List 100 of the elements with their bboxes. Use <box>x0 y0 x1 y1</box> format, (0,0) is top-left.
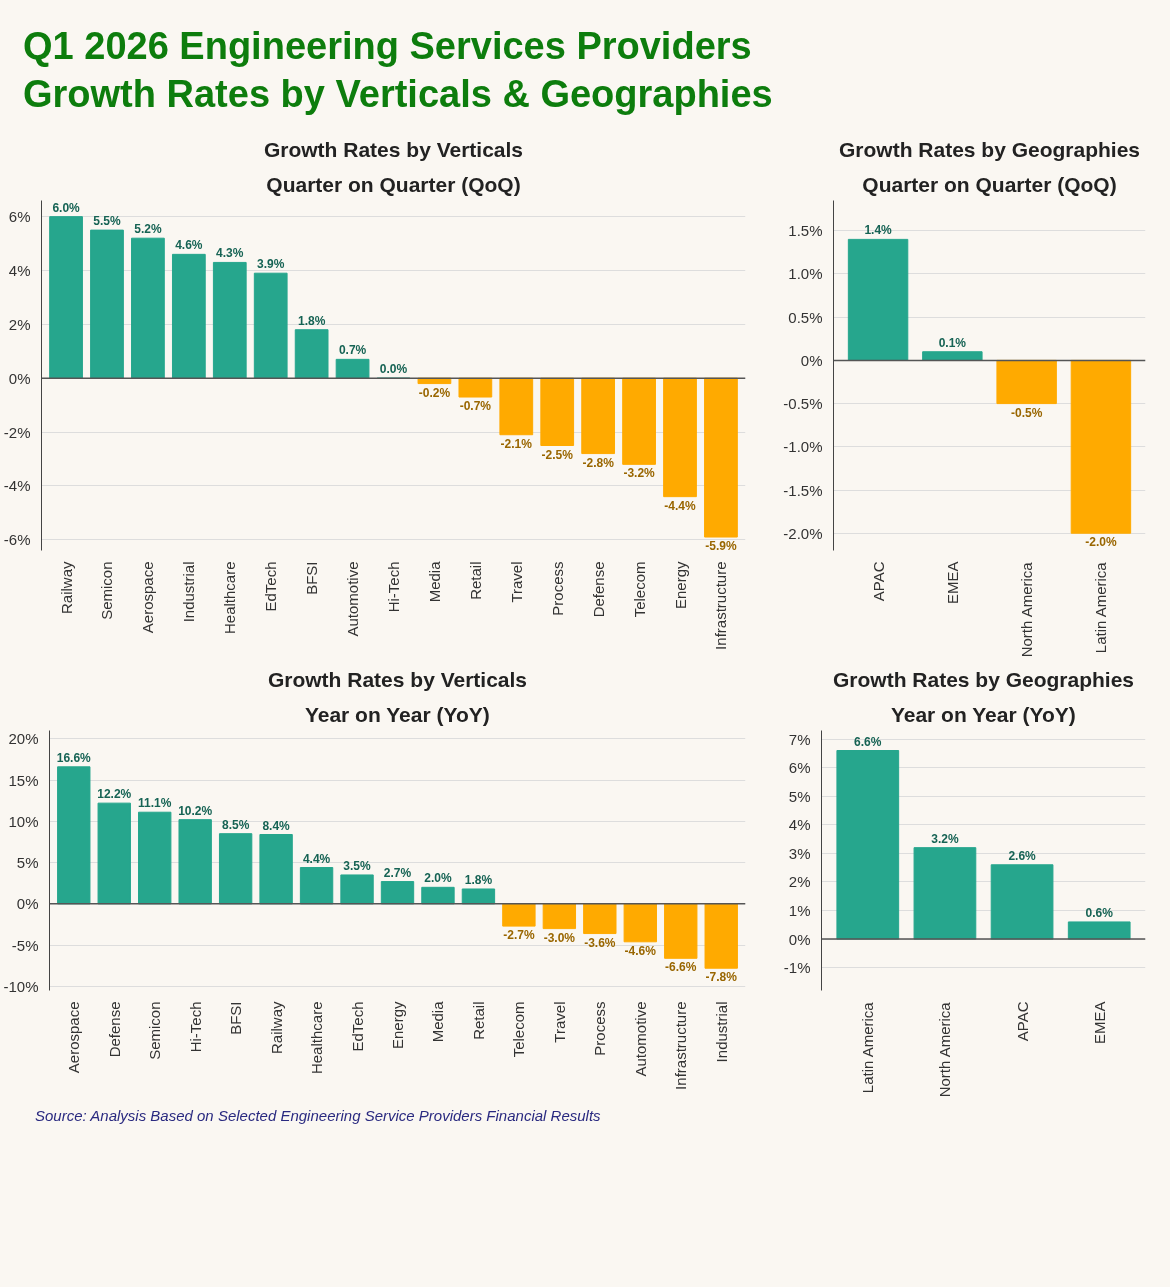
y-tick-label: 1.5% <box>788 222 823 240</box>
y-tick-label: 0.5% <box>788 308 823 326</box>
y-tick-label: 5% <box>16 854 39 872</box>
bar <box>253 272 288 379</box>
data-label: 6.0% <box>52 200 81 215</box>
y-tick-label: -1.0% <box>783 438 823 456</box>
bar <box>57 766 91 905</box>
data-label: -2.7% <box>503 928 535 943</box>
bar <box>421 886 455 905</box>
x-tick-label: EMEA <box>943 561 961 605</box>
bar <box>922 351 983 361</box>
bar <box>461 888 496 905</box>
y-tick-label: 0% <box>800 351 823 369</box>
bar <box>49 216 83 379</box>
bar <box>299 867 334 905</box>
y-tick-label: 6% <box>788 759 811 777</box>
chart-title: Growth Rates by Verticals <box>263 137 524 161</box>
y-tick-label: 15% <box>8 771 39 789</box>
y-tick-label: -2% <box>3 423 31 441</box>
x-tick-label: EdTech <box>348 1001 366 1052</box>
y-tick-label: 6% <box>8 208 31 226</box>
x-tick-label: Latin America <box>1092 561 1110 654</box>
bar <box>458 377 493 398</box>
bar <box>913 847 977 940</box>
y-tick-label: 4% <box>8 262 31 279</box>
y-tick-label: 5% <box>788 787 811 805</box>
x-tick-label: Hi-Tech <box>186 1001 204 1053</box>
source-note: Source: Analysis Based on Selected Engineering Service Providers Financial Results <box>35 1106 601 1126</box>
bar <box>847 238 909 361</box>
y-tick-label: 3% <box>788 844 811 862</box>
data-label: 1.4% <box>864 223 893 238</box>
x-tick-label: Aerospace <box>65 1001 83 1074</box>
y-tick-label: -1% <box>783 959 811 977</box>
chart-subtitle: Year on Year (YoY) <box>304 702 490 726</box>
bar <box>704 903 738 969</box>
bar <box>294 329 329 379</box>
x-tick-label: Travel <box>550 1001 568 1043</box>
y-tick-label: 0% <box>8 369 31 387</box>
data-label: 3.2% <box>931 831 959 846</box>
x-tick-label: Travel <box>507 561 525 603</box>
bar <box>622 377 656 465</box>
data-label: 10.2% <box>178 803 213 818</box>
x-tick-label: Hi-Tech <box>385 561 402 613</box>
data-label: -3.0% <box>543 930 576 945</box>
data-label: 5.2% <box>134 222 162 237</box>
y-tick-label: 10% <box>8 812 39 830</box>
x-tick-label: Energy <box>389 1001 406 1050</box>
x-tick-label: North America <box>936 1001 954 1098</box>
bar <box>90 229 124 379</box>
data-label: 3.5% <box>343 858 372 873</box>
data-label: 4.6% <box>175 238 203 253</box>
x-tick-label: BFSI <box>227 1001 245 1035</box>
data-label: 1.8% <box>297 313 326 328</box>
x-tick-label: Energy <box>671 561 689 610</box>
data-label: -4.4% <box>664 498 697 513</box>
data-label: 0.1% <box>938 335 967 350</box>
y-tick-label: 2% <box>788 873 811 891</box>
data-label: 4.4% <box>302 851 331 866</box>
x-tick-label: Healthcare <box>221 561 239 635</box>
bar <box>97 802 131 905</box>
data-label: -7.8% <box>705 970 738 985</box>
x-tick-label: EMEA <box>1090 1001 1108 1045</box>
bar <box>996 359 1057 405</box>
bar <box>542 903 577 930</box>
bar <box>499 377 534 436</box>
x-tick-label: Process <box>591 1001 609 1056</box>
data-label: -0.7% <box>459 399 492 414</box>
data-label: 0.6% <box>1085 905 1114 920</box>
data-label: -5.9% <box>705 539 737 554</box>
data-label: -2.8% <box>582 455 615 470</box>
bar <box>1067 921 1131 940</box>
data-label: 12.2% <box>97 787 132 802</box>
bar <box>138 811 172 905</box>
y-tick-label: 0% <box>788 930 811 948</box>
x-tick-label: Media <box>425 560 443 603</box>
x-tick-label: Semicon <box>146 1001 164 1060</box>
chart-subtitle: Quarter on Quarter (QoQ) <box>862 172 1117 196</box>
x-tick-label: Infrastructure <box>672 1001 690 1090</box>
bar <box>131 237 165 379</box>
bar <box>212 261 247 379</box>
y-tick-label: -6% <box>3 531 31 549</box>
y-tick-label: -0.5% <box>783 395 823 413</box>
data-label: -2.5% <box>541 447 574 462</box>
x-tick-label: Industrial <box>180 561 198 623</box>
chart-subtitle: Quarter on Quarter (QoQ) <box>266 172 521 196</box>
data-label: -6.6% <box>665 960 697 975</box>
data-label: -4.6% <box>624 943 657 958</box>
x-tick-label: Healthcare <box>308 1001 326 1075</box>
bar <box>704 377 738 538</box>
bar <box>259 834 293 905</box>
data-label: 0.0% <box>379 362 408 377</box>
bar <box>218 833 253 905</box>
bar <box>663 377 697 498</box>
data-label: 8.4% <box>262 818 291 833</box>
bar <box>623 903 657 943</box>
y-tick-label: -2.0% <box>783 524 823 542</box>
y-tick-label: 1% <box>788 902 811 919</box>
data-label: 5.5% <box>93 214 121 229</box>
x-tick-label: Defense <box>105 1001 123 1058</box>
bar <box>836 750 900 940</box>
